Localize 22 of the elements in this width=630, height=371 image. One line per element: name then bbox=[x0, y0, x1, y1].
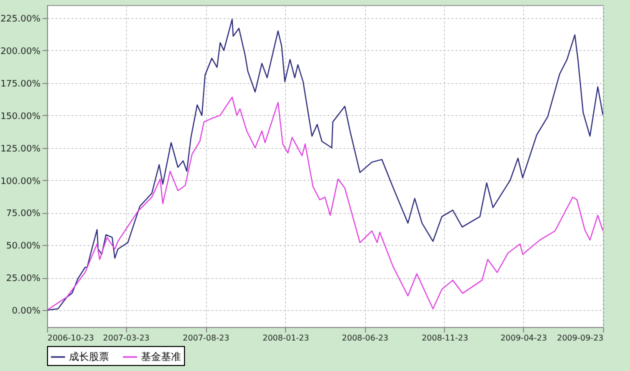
y-tick-label: 75.00% bbox=[6, 209, 41, 220]
x-tick-label: 2007-03-23 bbox=[103, 334, 150, 342]
x-tick-label: 2009-09-23 bbox=[557, 334, 604, 342]
x-tick-label: 2008-01-23 bbox=[262, 334, 310, 342]
y-tick-label: 175.00% bbox=[0, 79, 41, 90]
x-tick-label: 2007-08-23 bbox=[182, 334, 230, 342]
x-tick-label: 2008-11-23 bbox=[422, 334, 468, 342]
x-tick-label: 2009-04-23 bbox=[500, 334, 547, 342]
y-tick-label: 100.00% bbox=[0, 176, 41, 187]
line-series bbox=[47, 18, 603, 311]
x-tick-label: 2006-10-23 bbox=[48, 334, 94, 342]
line-series bbox=[47, 96, 603, 311]
y-tick-label: 25.00% bbox=[6, 274, 41, 284]
y-tick-label: 0.00% bbox=[12, 306, 41, 317]
y-tick-label: 150.00% bbox=[0, 112, 41, 122]
legend-label: 基金基准 bbox=[141, 351, 181, 363]
x-tick-label: 2008-06-23 bbox=[342, 334, 388, 342]
y-tick-label: 225.00% bbox=[0, 14, 41, 24]
legend-label: 成长股票 bbox=[69, 351, 109, 363]
y-tick-label: 200.00% bbox=[0, 46, 41, 57]
y-tick-label: 125.00% bbox=[0, 144, 41, 154]
y-tick-label: 50.00% bbox=[6, 242, 41, 252]
